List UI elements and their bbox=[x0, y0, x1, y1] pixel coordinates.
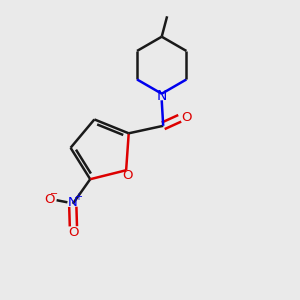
Text: O: O bbox=[68, 226, 79, 239]
Text: O: O bbox=[181, 111, 192, 124]
Text: N: N bbox=[68, 196, 78, 209]
Text: +: + bbox=[74, 192, 82, 202]
Text: N: N bbox=[157, 89, 167, 103]
Text: −: − bbox=[50, 189, 58, 199]
Text: O: O bbox=[44, 193, 55, 206]
Text: O: O bbox=[122, 169, 133, 182]
